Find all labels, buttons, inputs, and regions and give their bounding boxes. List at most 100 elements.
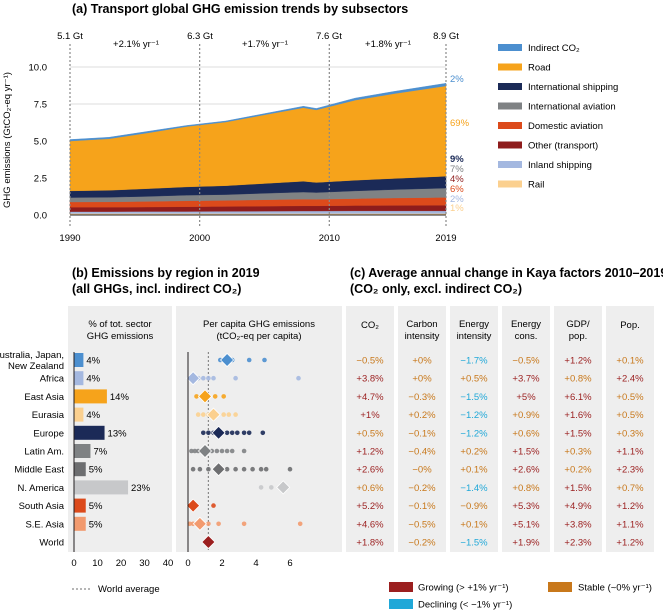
country-point [211, 375, 216, 381]
kaya-cell-value: +0.8% [564, 374, 592, 385]
share-bar [74, 389, 107, 404]
kaya-cell-value: +1.1% [616, 447, 644, 458]
country-point [260, 430, 266, 436]
x-tick-label: 2019 [435, 233, 456, 244]
kaya-cell-value: −0.4% [408, 447, 436, 458]
world-average-legend-label: World average [98, 584, 160, 595]
region-label: Australia, Japan, [0, 350, 64, 361]
kaya-cell-value: +0.5% [616, 392, 644, 403]
country-point [226, 412, 232, 417]
x-tick-label: 1990 [59, 233, 80, 244]
legend: Indirect CO₂ Road International shipping In… [498, 43, 618, 191]
share-bar [74, 498, 86, 513]
kaya-cell-value: +1.1% [616, 519, 644, 530]
legend-label-rail: Rail [528, 180, 544, 191]
legend-swatch-intl_shipping [498, 83, 522, 90]
kaya-cell-value: +0.3% [616, 428, 644, 439]
kaya-column-header: intensity [405, 331, 440, 342]
country-point [214, 448, 220, 454]
share-bar-label: 7% [93, 447, 107, 458]
legend-swatch-rail [498, 180, 522, 188]
country-point [246, 430, 252, 436]
region-average-diamond [211, 462, 226, 477]
kaya-cell-value: +6.1% [564, 392, 592, 403]
country-point [229, 448, 235, 454]
kaya-cell-value: +1% [360, 410, 380, 421]
country-point [224, 430, 230, 436]
kaya-cell-value: +0.5% [616, 410, 644, 421]
legend-label-stable: Stable (~0% yr⁻¹) [578, 583, 652, 594]
kaya-cell-value: +1.5% [564, 428, 592, 439]
kaya-cell-value: +1.8% [356, 538, 384, 549]
country-point [221, 394, 226, 399]
legend-swatch-growing [389, 582, 413, 592]
legend-swatch-dom_aviation [498, 122, 522, 129]
kaya-cell-value: −0.5% [512, 356, 540, 367]
kaya-cell-value: +0.1% [460, 465, 488, 476]
kaya-cell-value: −1.7% [460, 356, 488, 367]
legend-swatch-declining [389, 599, 413, 609]
kaya-cell-value: +0% [412, 374, 432, 385]
share-bar [74, 462, 86, 477]
x-tick-label: 2000 [189, 233, 210, 244]
share-bar-label: 4% [86, 410, 100, 421]
kaya-cell-value: +1.2% [616, 501, 644, 512]
country-point [206, 521, 211, 527]
share-bar [74, 480, 129, 495]
region-average-diamond [186, 498, 201, 513]
country-point [250, 466, 255, 472]
country-point [206, 466, 211, 472]
legend-label-other: Other (transport) [528, 141, 598, 152]
legend-swatch-stable [548, 582, 572, 592]
percap-header-line2: (tCO₂-eq per capita) [217, 331, 302, 342]
region-label: South Asia [19, 501, 65, 512]
country-point [212, 394, 218, 399]
share-bar [74, 371, 84, 386]
kaya-cell-value: +1.9% [512, 538, 540, 549]
share-label-intl_aviation: 7% [450, 164, 464, 175]
legend-swatch-road [498, 63, 522, 71]
kaya-column-header: pop. [569, 331, 588, 342]
kaya-cell-value: +0.5% [356, 428, 384, 439]
country-point [241, 466, 247, 472]
country-point [229, 430, 235, 436]
growth-label-1990s: +2.1% yr⁻¹ [113, 39, 159, 50]
country-point [241, 430, 247, 436]
stacked-areas [69, 83, 447, 216]
country-point [194, 394, 199, 399]
percap-tick-label: 6 [287, 558, 292, 569]
share-bar-label: 14% [110, 392, 130, 403]
country-point [263, 466, 269, 472]
share-bar [74, 444, 91, 458]
share-label-dom_aviation: 6% [450, 184, 464, 195]
country-point [190, 466, 196, 472]
kaya-cell-value: +0.8% [512, 483, 540, 494]
kaya-column-header: intensity [457, 331, 492, 342]
country-point [201, 430, 206, 436]
country-point [206, 430, 211, 436]
share-bar [74, 407, 84, 422]
y-tick-label: 0.0 [34, 211, 47, 222]
percap-axis: 0 2 4 6 [185, 352, 293, 569]
y-axis-label: GHG emissions (GtCO₂-eq yr⁻¹) [2, 72, 13, 208]
share-header-line1: % of tot. sector [88, 319, 151, 330]
country-point [224, 448, 230, 454]
share-bar-label: 4% [86, 374, 100, 385]
panel-c-title-line1: (c) Average annual change in Kaya factor… [350, 266, 663, 280]
share-label-intl_shipping: 9% [450, 154, 464, 165]
country-point [201, 412, 206, 417]
kaya-cell-value: +4.9% [564, 501, 592, 512]
region-average-diamond [197, 443, 213, 459]
country-point [269, 485, 274, 490]
share-label-road: 69% [450, 118, 470, 129]
region-label: New Zealand [8, 361, 64, 372]
y-tick-label: 5.0 [34, 137, 47, 148]
kaya-cell-value: +5.3% [512, 501, 540, 512]
country-point [235, 430, 240, 436]
panel-c: (c) Average annual change in Kaya factor… [346, 266, 663, 611]
percap-panel-bg [176, 306, 342, 552]
kaya-cell-value: −0.1% [408, 501, 436, 512]
legend-label-intl_shipping: International shipping [528, 82, 618, 93]
country-point [201, 375, 206, 381]
kaya-cell-value: −0.1% [408, 428, 436, 439]
